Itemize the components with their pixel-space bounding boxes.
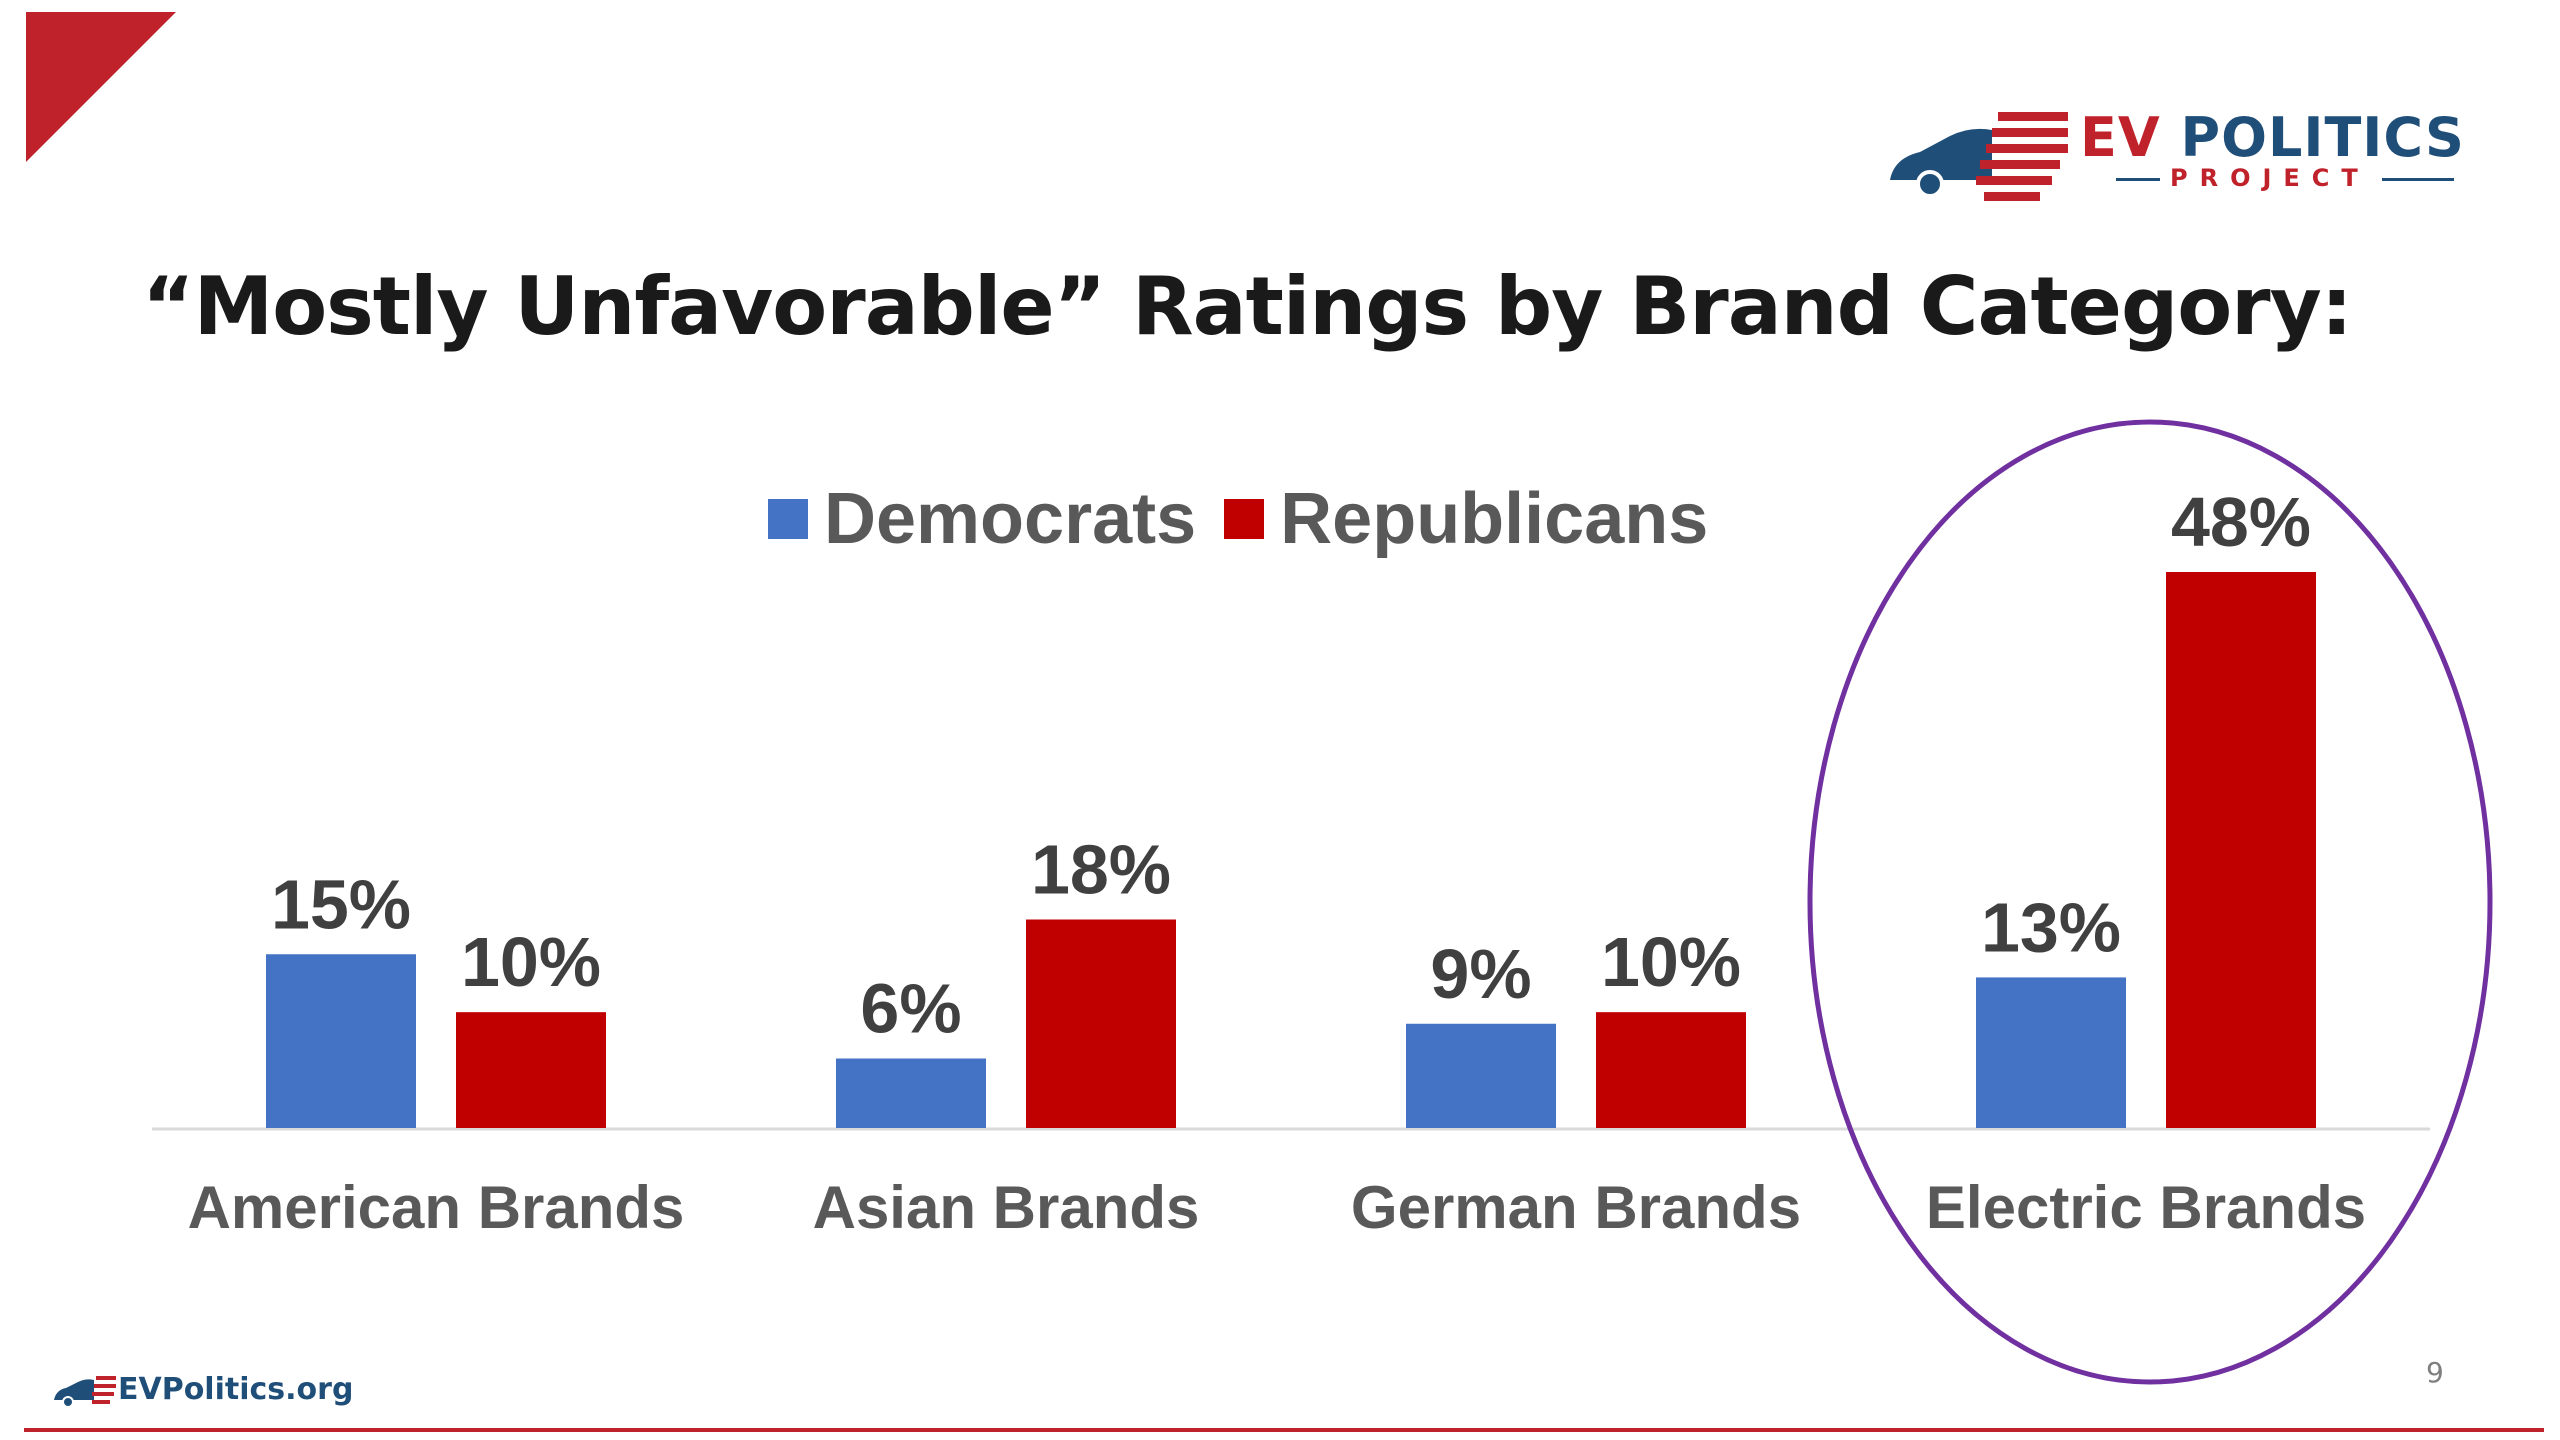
data-label-republicans-0: 10% [461,923,601,1001]
data-label-democrats-1: 6% [860,970,961,1048]
category-label-2: German Brands [1351,1174,1801,1241]
data-label-republicans-1: 18% [1031,831,1171,909]
bar-democrats-3 [1976,977,2126,1128]
highlight-ellipse [1807,419,2493,1385]
data-label-democrats-0: 15% [271,865,411,943]
corner-accent-triangle [26,12,176,162]
bar-democrats-2 [1406,1023,1556,1128]
bar-republicans-3 [2166,572,2316,1128]
legend-label-republicans: Republicans [1280,479,1709,559]
bar-democrats-0 [266,954,416,1128]
legend-swatch-republicans [1224,499,1265,539]
legend-swatch-democrats [768,499,808,539]
logo-subtitle: PROJECT [2170,164,2370,192]
bar-democrats-1 [836,1058,986,1128]
page-title: “Mostly Unfavorable” Ratings by Brand Ca… [142,260,2353,353]
footer-site-link[interactable]: EVPolitics.org [118,1372,354,1407]
logo-divider-left [2116,178,2160,181]
data-label-democrats-3: 13% [1981,888,2121,966]
chart-legend: Democrats Republicans [768,478,1736,560]
data-label-republicans-2: 10% [1601,923,1741,1001]
logo-divider-right [2382,178,2454,181]
bar-republicans-0 [456,1012,606,1128]
page-number: 9 [2426,1356,2444,1389]
legend-label-democrats: Democrats [824,479,1197,559]
category-label-0: American Brands [188,1174,685,1241]
bar-republicans-2 [1596,1012,1746,1128]
legend-item-republicans: Republicans [1224,478,1708,560]
footer-car-icon [54,1376,116,1408]
logo-title: EV POLITICS [2080,106,2465,169]
data-label-democrats-2: 9% [1430,935,1531,1013]
category-label-3: Electric Brands [1926,1174,2366,1241]
footer-divider [24,1428,2544,1432]
category-label-1: Asian Brands [813,1174,1200,1241]
legend-item-democrats: Democrats [768,478,1196,560]
car-flag-logo-icon [1890,112,2068,201]
ev-politics-logo: EV POLITICS PROJECT [1880,100,2464,210]
bar-republicans-1 [1026,919,1176,1128]
data-label-republicans-3: 48% [2171,483,2311,561]
footer-logo: EVPolitics.org [52,1370,354,1410]
